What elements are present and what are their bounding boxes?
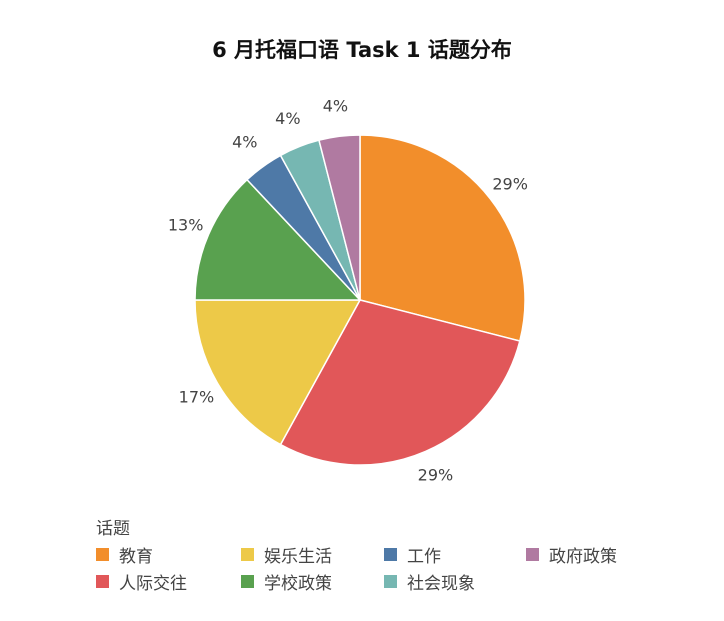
- legend-item: 娱乐生活: [241, 542, 332, 567]
- legend-label: 娱乐生活: [264, 547, 332, 567]
- legend-swatch: [241, 575, 254, 588]
- pie-slice-3: [194, 178, 362, 301]
- legend-title: 话题: [96, 519, 130, 539]
- slice-label-6: 4%: [323, 97, 348, 116]
- slice-label-0: 29%: [492, 175, 528, 194]
- pie-slice-0: [359, 134, 526, 342]
- legend-item: 学校政策: [241, 569, 332, 594]
- chart-title: 6 月托福口语 Task 1 话题分布: [212, 38, 512, 62]
- pie-slice-1: [279, 299, 521, 466]
- legend-label: 政府政策: [549, 547, 617, 567]
- pie-slice-6: [318, 134, 361, 301]
- pie-slice-2: [194, 299, 362, 446]
- legend-swatch: [96, 575, 109, 588]
- legend-label: 人际交往: [119, 574, 187, 594]
- legend-swatch: [96, 548, 109, 561]
- legend-swatch: [384, 548, 397, 561]
- legend-swatch: [241, 548, 254, 561]
- slice-label-1: 29%: [418, 465, 454, 484]
- slice-label-2: 17%: [179, 388, 215, 407]
- legend-label: 学校政策: [264, 574, 332, 594]
- legend-item: 工作: [384, 542, 441, 567]
- legend-item: 人际交往: [96, 569, 187, 594]
- slice-label-3: 13%: [168, 216, 204, 235]
- legend-swatch: [384, 575, 397, 588]
- legend-item: 政府政策: [526, 542, 617, 567]
- legend-label: 教育: [119, 547, 153, 567]
- slice-label-5: 4%: [275, 109, 300, 128]
- legend-item: 教育: [96, 542, 153, 567]
- legend-item: 社会现象: [384, 569, 475, 594]
- legend-swatch: [526, 548, 539, 561]
- slice-label-4: 4%: [232, 132, 257, 151]
- legend-label: 工作: [407, 547, 441, 567]
- legend-label: 社会现象: [407, 574, 475, 594]
